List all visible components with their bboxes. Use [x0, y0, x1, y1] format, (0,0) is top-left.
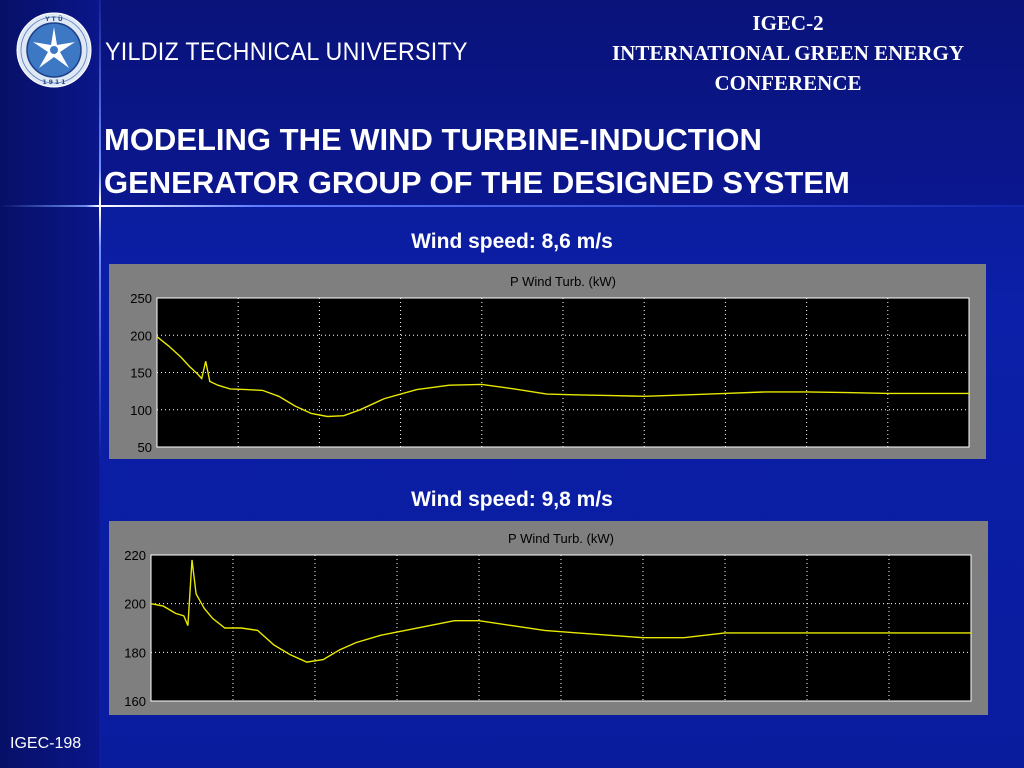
sparkle-icon: [86, 192, 114, 220]
y-tick-label: 220: [124, 548, 146, 563]
y-tick-label: 50: [138, 440, 152, 455]
header-band: [0, 0, 1024, 205]
page-title: MODELING THE WIND TURBINE-INDUCTION GENE…: [104, 118, 1004, 204]
left-band: [0, 0, 100, 768]
chart-2: P Wind Turb. (kW) 220 200 180 160: [109, 521, 988, 715]
chart-2-svg: P Wind Turb. (kW) 220 200 180 160: [109, 521, 988, 715]
y-tick-label: 150: [130, 366, 152, 381]
university-logo: Y T Ü 1 9 1 1: [16, 12, 92, 88]
chart-caption-2: Wind speed: 9,8 m/s: [411, 488, 613, 511]
conference-line: INTERNATIONAL GREEN ENERGY: [611, 41, 964, 65]
y-tick-label: 180: [124, 645, 146, 660]
horizontal-accent-line: [0, 205, 1024, 207]
university-name: YILDIZ TECHNICAL UNIVERSITY: [105, 38, 468, 66]
chart-1-svg: P Wind Turb. (kW) 250 200 150 100 50: [109, 264, 986, 459]
y-tick-label: 200: [124, 597, 146, 612]
title-line: MODELING THE WIND TURBINE-INDUCTION: [104, 122, 762, 157]
chart-caption-1: Wind speed: 8,6 m/s: [411, 230, 613, 253]
svg-text:1 9 1 1: 1 9 1 1: [43, 79, 66, 86]
conference-line: CONFERENCE: [714, 71, 862, 95]
conference-line: IGEC-2: [752, 11, 824, 35]
conference-name: IGEC-2 INTERNATIONAL GREEN ENERGY CONFER…: [560, 8, 1016, 98]
svg-text:Y T Ü: Y T Ü: [44, 16, 63, 23]
chart-title: P Wind Turb. (kW): [508, 531, 614, 546]
title-line: GENERATOR GROUP OF THE DESIGNED SYSTEM: [104, 165, 850, 200]
chart-title: P Wind Turb. (kW): [510, 274, 616, 289]
series-line: [150, 559, 971, 663]
plot-area: [156, 297, 970, 448]
y-tick-label: 100: [130, 403, 152, 418]
y-tick-label: 250: [130, 291, 152, 306]
slide-footer: IGEC-198: [10, 735, 82, 752]
chart-1: P Wind Turb. (kW) 250 200 150 100 50: [109, 264, 986, 459]
series-line: [156, 336, 969, 418]
y-tick-label: 200: [130, 328, 152, 343]
vertical-accent-line: [99, 0, 101, 768]
y-tick-label: 160: [124, 694, 146, 709]
